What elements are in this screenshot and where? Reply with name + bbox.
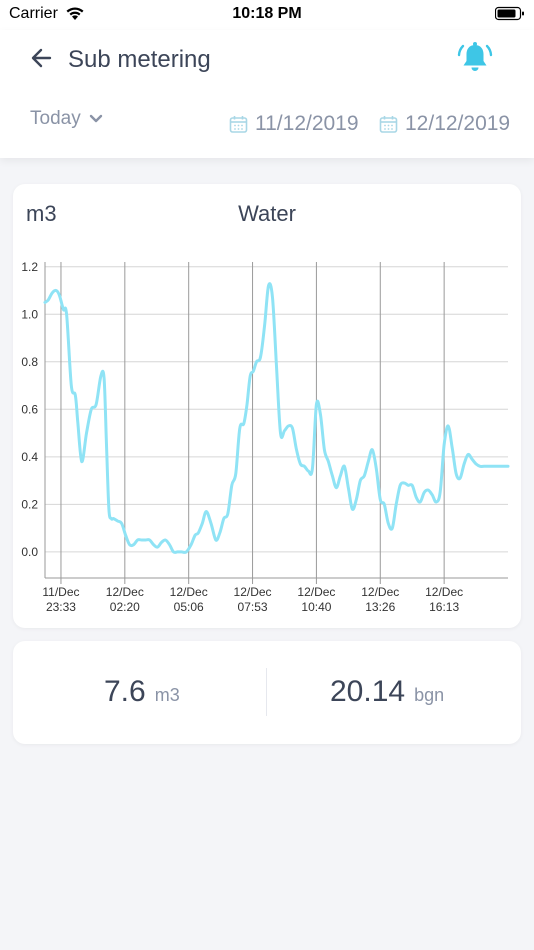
x-tick-label: 12/Dec	[234, 585, 272, 599]
x-tick-label: 02:20	[110, 600, 140, 614]
cost-stat: 20.14 bgn	[330, 675, 444, 709]
cost-value: 20.14	[330, 675, 406, 708]
x-tick-label: 10:40	[301, 600, 331, 614]
x-tick-label: 13:26	[365, 600, 395, 614]
battery-icon	[495, 6, 524, 21]
chart-title: Water	[238, 201, 296, 226]
y-tick-label: 0.0	[21, 545, 38, 559]
x-tick-label: 07:53	[238, 600, 268, 614]
x-tick-label: 05:06	[174, 600, 204, 614]
y-tick-label: 0.4	[21, 450, 38, 464]
y-tick-label: 1.0	[21, 307, 38, 321]
volume-stat: 7.6 m3	[104, 675, 180, 709]
volume-unit: m3	[154, 685, 180, 705]
x-tick-label: 16:13	[429, 600, 459, 614]
y-tick-label: 0.8	[21, 355, 38, 369]
date-to-value: 12/12/2019	[405, 112, 511, 135]
period-label: Today	[30, 108, 81, 129]
header: Sub metering Today 11/12/2019	[0, 30, 534, 158]
date-to-picker[interactable]: 12/12/2019	[379, 112, 510, 136]
alarm-bell-icon[interactable]	[456, 40, 494, 76]
x-tick-label: 11/Dec	[42, 585, 79, 599]
wifi-icon	[66, 7, 84, 20]
y-tick-label: 0.2	[21, 497, 38, 511]
back-arrow-icon[interactable]	[28, 44, 56, 72]
date-from-value: 11/12/2019	[255, 112, 359, 135]
chevron-down-icon	[89, 114, 102, 123]
calendar-icon	[229, 115, 248, 133]
water-chart-card: m3 Water 1.2 1.0 0.8 0.6 0.4 0.2 0.0 11/Dec 23:3…	[13, 184, 521, 628]
stats-divider	[266, 668, 267, 716]
chart-unit-label: m3	[26, 201, 57, 226]
x-tick-label: 12/Dec	[170, 585, 208, 599]
y-tick-label: 0.6	[21, 402, 38, 416]
x-tick-label: 12/Dec	[361, 585, 399, 599]
calendar-icon	[379, 115, 398, 133]
y-tick-label: 1.2	[21, 260, 38, 274]
x-tick-label: 23:33	[46, 600, 76, 614]
stats-card: 7.6 m3 20.14 bgn	[13, 641, 521, 744]
page-title: Sub metering	[68, 46, 211, 73]
date-from-picker[interactable]: 11/12/2019	[229, 112, 359, 136]
carrier-label: Carrier	[9, 5, 58, 22]
x-tick-label: 12/Dec	[106, 585, 144, 599]
status-bar: Carrier 10:18 PM	[0, 0, 534, 30]
x-tick-label: 12/Dec	[297, 585, 335, 599]
status-time: 10:18 PM	[232, 5, 302, 22]
cost-unit: bgn	[414, 685, 445, 705]
volume-value: 7.6	[104, 675, 146, 708]
water-line-chart[interactable]: 1.21.00.80.60.40.20.011/Dec23:3312/Dec02…	[13, 184, 521, 628]
water-series-line	[43, 282, 510, 554]
period-dropdown[interactable]: Today	[30, 108, 103, 130]
x-tick-label: 12/Dec	[425, 585, 463, 599]
